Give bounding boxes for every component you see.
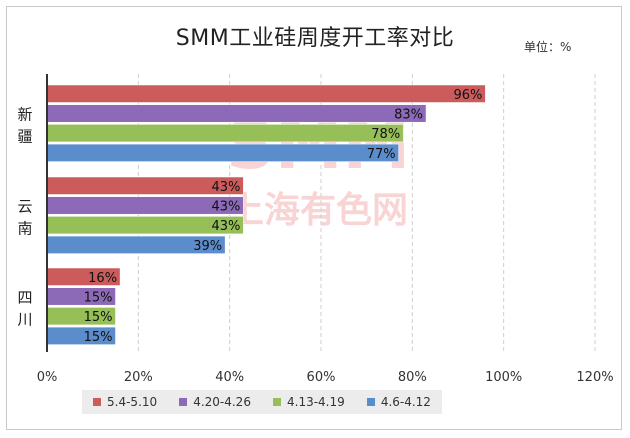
- category-label-char: 四: [17, 288, 32, 306]
- data-label: 78%: [371, 127, 400, 142]
- x-tick-label: 120%: [576, 370, 613, 385]
- x-tick-label: 60%: [307, 370, 336, 385]
- bar: [46, 84, 486, 103]
- legend-label: 4.20-4.26: [193, 395, 251, 409]
- legend-swatch: [366, 398, 375, 406]
- legend-item: 4.6-4.12: [366, 395, 431, 409]
- legend-swatch: [179, 398, 188, 406]
- category-label-char: 南: [17, 219, 32, 237]
- data-label: 15%: [84, 330, 113, 345]
- data-label: 77%: [367, 147, 396, 162]
- x-tick-label: 80%: [398, 370, 427, 385]
- category-label-char: 云: [17, 197, 32, 215]
- data-label: 83%: [394, 107, 423, 122]
- data-label: 43%: [211, 199, 240, 214]
- x-tick-label: 40%: [215, 370, 244, 385]
- data-label: 15%: [84, 310, 113, 325]
- legend-item: 4.13-4.19: [273, 395, 345, 409]
- watermark-text: 上海有色网: [228, 190, 408, 231]
- bar: [46, 124, 404, 143]
- x-tick-label: 0%: [37, 370, 58, 385]
- legend-label: 4.6-4.12: [380, 395, 431, 409]
- x-tick-label: 20%: [124, 370, 153, 385]
- chart-title: SMM工业硅周度开工率对比: [175, 26, 455, 51]
- data-label: 43%: [211, 219, 240, 234]
- legend-item: 5.4-5.10: [93, 395, 157, 409]
- bar: [46, 104, 427, 123]
- legend-swatch: [273, 398, 281, 406]
- legend-item: 4.20-4.26: [179, 395, 251, 409]
- legend-label: 5.4-5.10: [107, 395, 158, 409]
- category-label-char: 新: [17, 105, 32, 123]
- unit-label: 单位：%: [524, 40, 572, 54]
- data-label: 43%: [211, 180, 240, 195]
- data-label: 15%: [84, 290, 113, 305]
- chart-legend: 5.4-5.10 4.20-4.26 4.13-4.19 4.6-4.12: [82, 390, 442, 414]
- category-label-char: 疆: [17, 127, 32, 145]
- data-label: 16%: [88, 271, 117, 286]
- data-label: 96%: [453, 88, 482, 103]
- bar: [46, 143, 399, 162]
- x-tick-label: 100%: [485, 370, 522, 385]
- legend-swatch: [93, 398, 102, 406]
- legend-label: 4.13-4.19: [287, 395, 345, 409]
- data-label: 39%: [193, 239, 222, 254]
- category-label-char: 川: [17, 310, 32, 328]
